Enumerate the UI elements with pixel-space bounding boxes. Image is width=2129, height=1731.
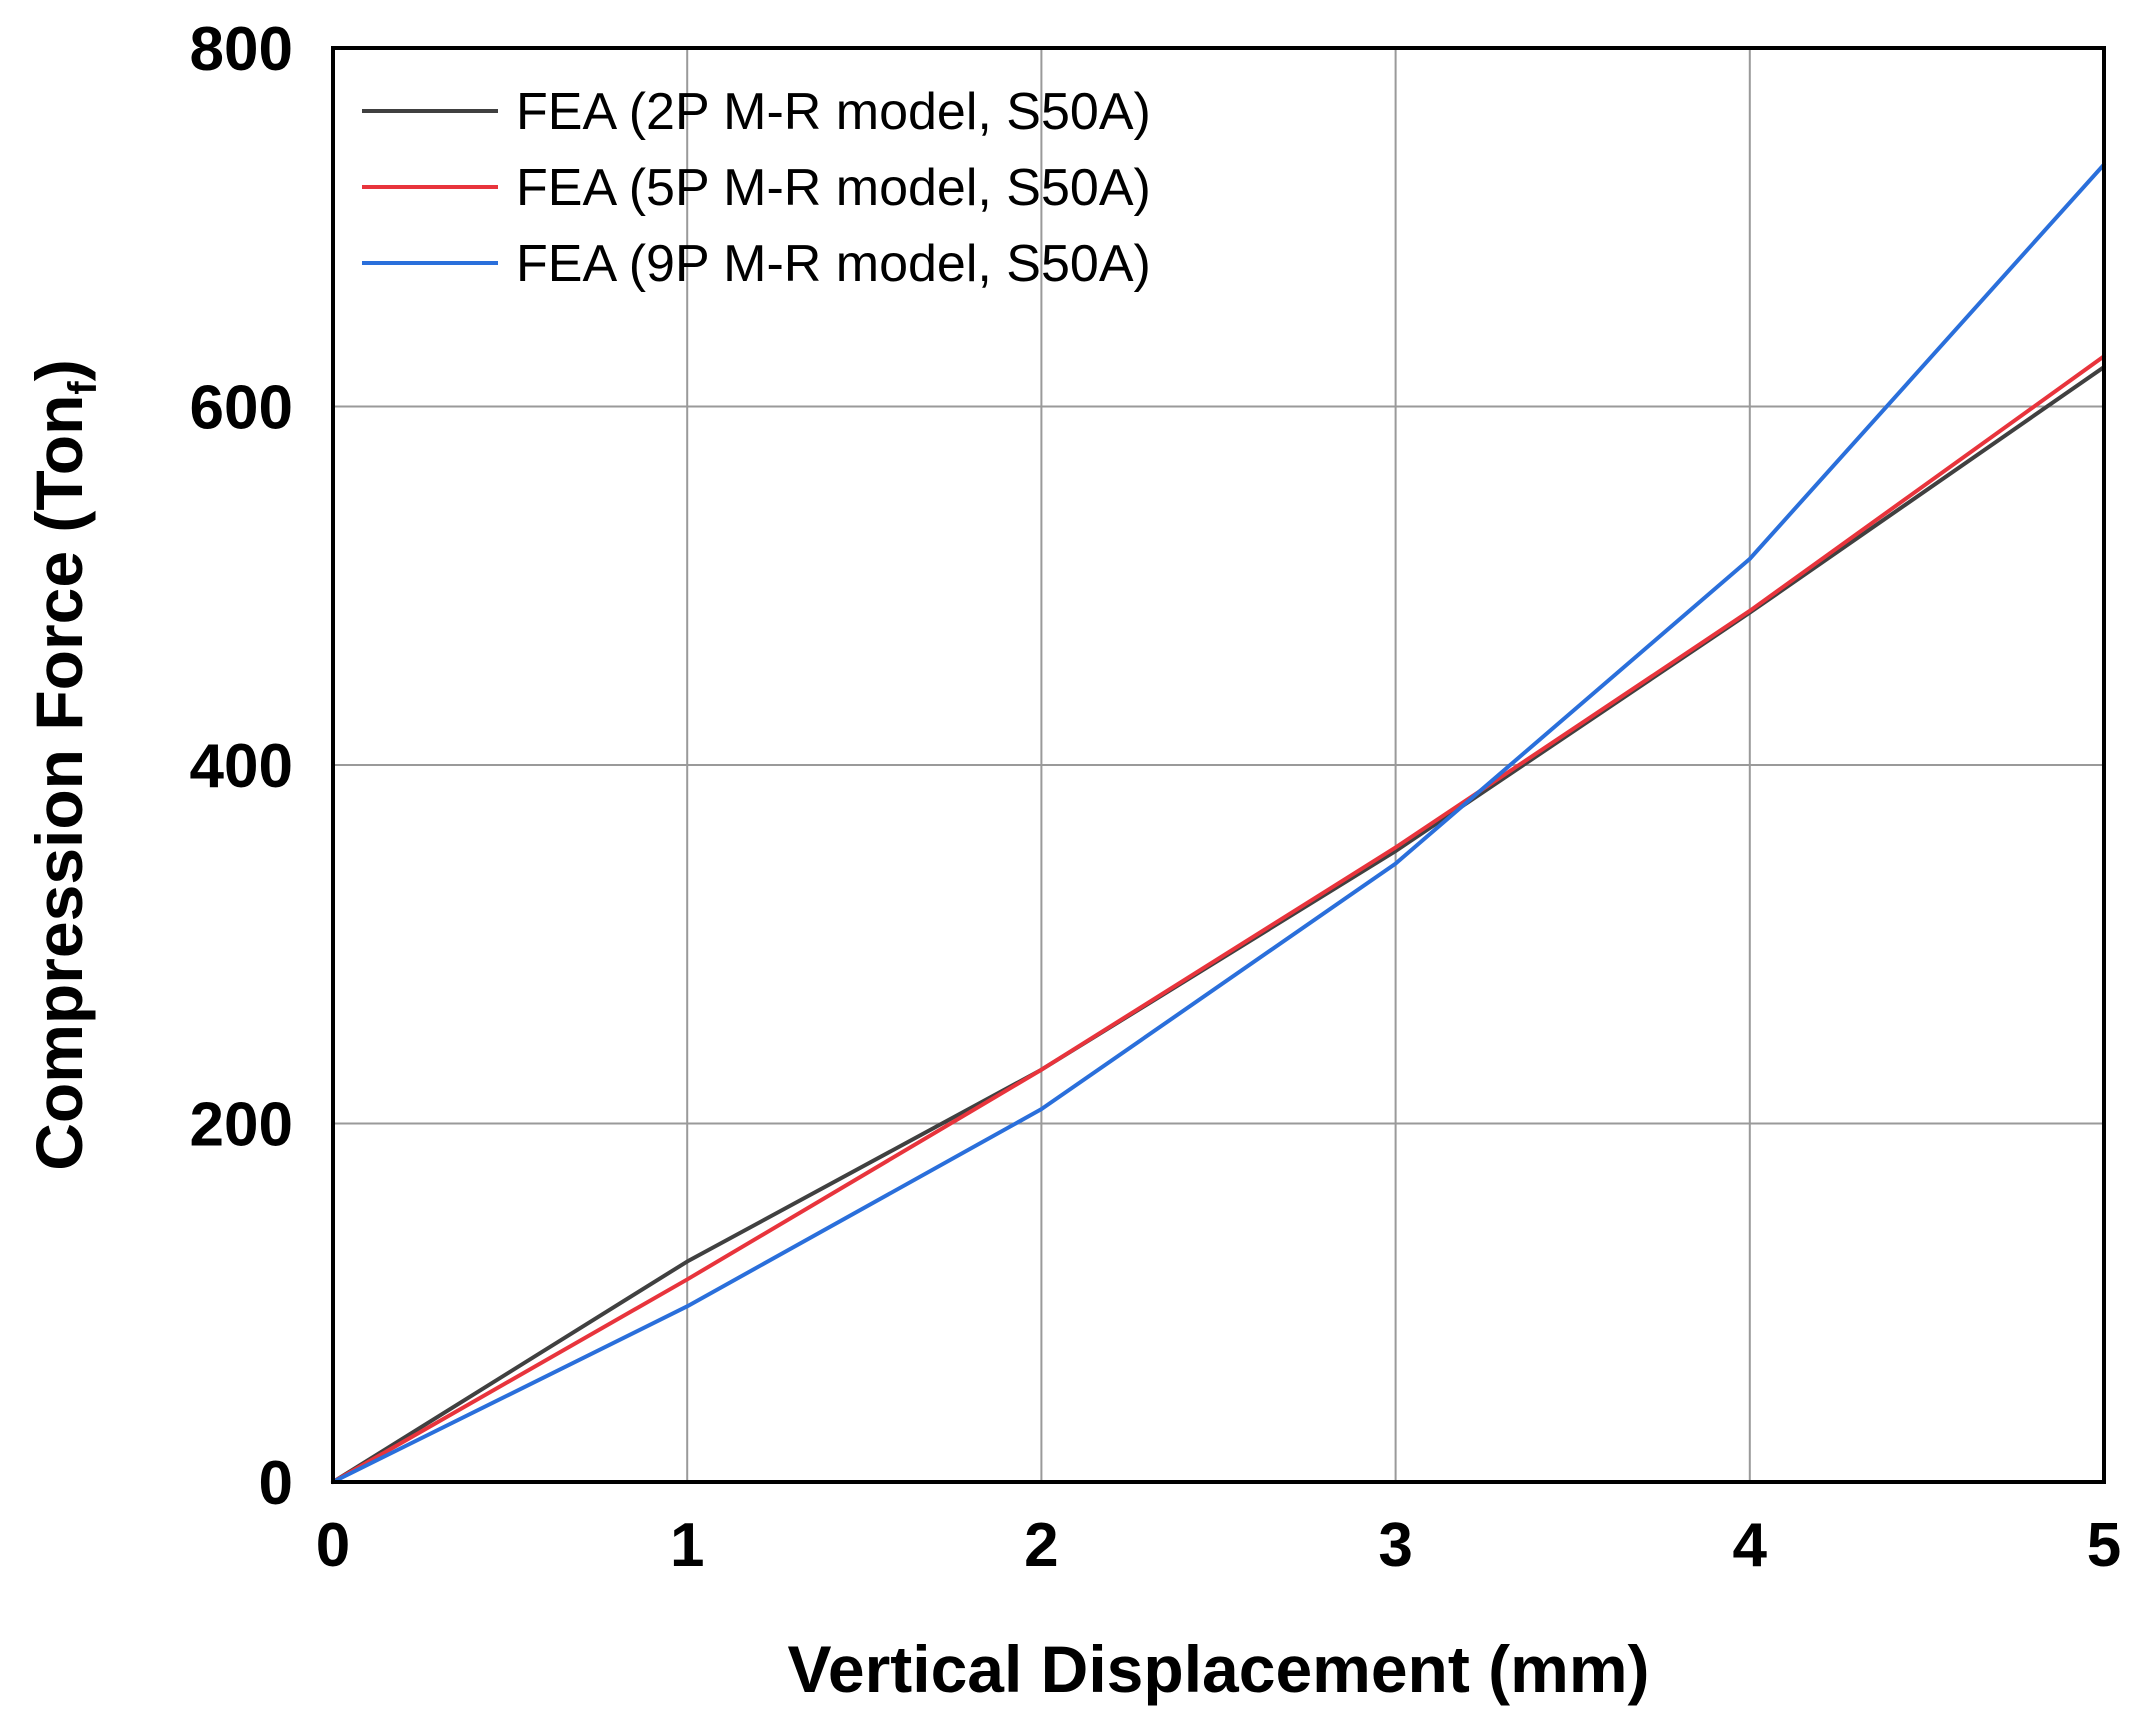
y-tick-labels: 0 200 400 600 800 [190, 15, 293, 1518]
x-tick-label: 4 [1733, 1511, 1768, 1580]
y-tick-label: 400 [190, 732, 293, 801]
legend: FEA (2P M-R model, S50A) FEA (5P M-R mode… [362, 83, 1151, 293]
x-tick-label: 2 [1024, 1511, 1058, 1580]
y-axis-title-main: Compression Force (Ton [22, 395, 96, 1171]
x-tick-label: 0 [316, 1511, 350, 1580]
y-axis-title-close: ) [22, 359, 96, 381]
y-tick-label: 0 [259, 1449, 293, 1518]
series-line-2 [331, 354, 2106, 1484]
x-tick-label: 5 [2087, 1511, 2121, 1580]
plot-frame [331, 46, 2106, 1484]
series-line-3 [331, 162, 2106, 1484]
x-axis-title: Vertical Displacement (mm) [788, 1632, 1650, 1706]
legend-label-3: FEA (9P M-R model, S50A) [516, 235, 1151, 293]
y-tick-label: 600 [190, 374, 293, 443]
grid [333, 48, 2104, 1482]
x-tick-label: 3 [1378, 1511, 1412, 1580]
x-tick-labels: 0 1 2 3 4 5 [316, 1511, 2121, 1580]
series-line-1 [331, 365, 2106, 1484]
legend-label-1: FEA (2P M-R model, S50A) [516, 83, 1151, 141]
plot-series [331, 162, 2106, 1484]
x-tick-label: 1 [670, 1511, 704, 1580]
y-axis-title-subscript: f [61, 381, 105, 395]
y-tick-label: 800 [190, 15, 293, 84]
legend-label-2: FEA (5P M-R model, S50A) [516, 159, 1151, 217]
y-tick-label: 200 [190, 1091, 293, 1160]
y-axis-title: Compression Force (Tonf) [22, 359, 105, 1171]
